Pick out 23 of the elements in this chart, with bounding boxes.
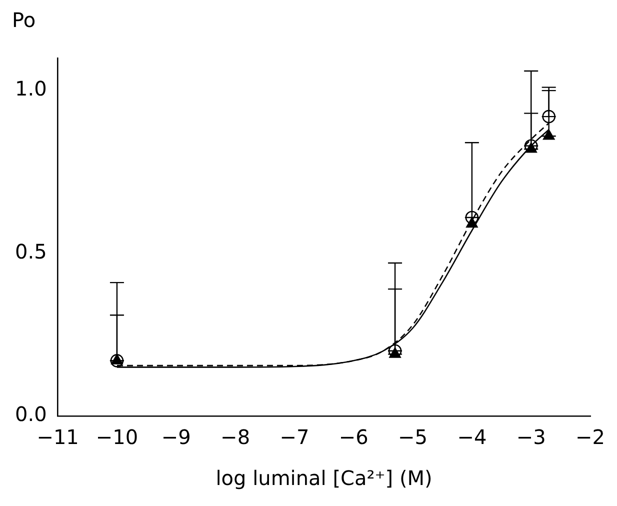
point [465,210,479,224]
x-axis-title: log luminal [Ca²⁺] (M) [216,466,432,490]
point [111,354,123,364]
y-tick-label: 0.5 [14,239,47,264]
y-tick-label: 1.0 [14,76,47,101]
x-tick-label: −3 [516,425,546,450]
x-tick-label: −7 [280,425,310,450]
point [543,129,555,140]
point [466,217,478,228]
point [389,348,401,358]
point [525,142,537,153]
x-tick-label: −10 [96,425,138,450]
y-axis-title: Po [12,8,36,32]
point [110,354,124,368]
x-tick-label: −2 [576,425,605,450]
x-tick-label: −5 [398,425,428,450]
y-tick-label: 0.0 [14,402,47,426]
x-tick-label: −9 [161,425,191,450]
point [542,110,556,124]
x-tick-label: −8 [220,425,250,450]
x-tick-label: −6 [338,425,368,450]
x-tick-label: −11 [36,425,79,450]
x-tick-label: −4 [457,425,487,450]
